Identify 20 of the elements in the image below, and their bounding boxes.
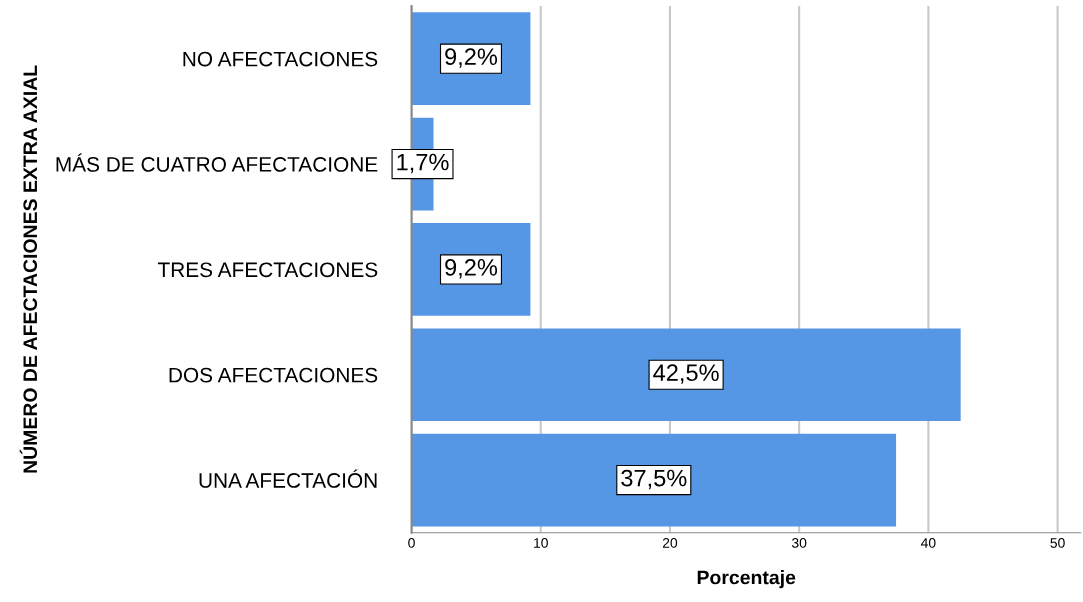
data-label: 37,5% [621, 469, 687, 490]
x-tick-label: 0 [408, 538, 415, 548]
data-label: 42,5% [653, 364, 719, 384]
x-tick-label: 10 [534, 538, 548, 548]
x-tick-label: 20 [662, 538, 678, 548]
data-label: 9,2% [445, 48, 498, 68]
y-tick-label: MÁS DE CUATRO AFECTACIONE [56, 153, 378, 172]
bar [411, 433, 897, 527]
x-tick-label: 30 [791, 538, 807, 548]
y-tick-label: DOS AFECTACIONES [169, 367, 378, 383]
bar [411, 328, 961, 422]
y-tick-label: UNA AFECTACIÓN [199, 469, 377, 488]
x-tick-label: 50 [1050, 538, 1065, 548]
data-label: 1,7% [397, 153, 449, 174]
x-tick-label: 40 [920, 538, 936, 548]
data-label: 9,2% [445, 259, 498, 279]
x-axis-title: Porcentaje [697, 570, 796, 589]
y-tick-label: NO AFECTACIONES [183, 51, 378, 67]
y-axis-title: NÚMERO DE AFECTACIONES EXTRA AXIAL [19, 65, 38, 473]
y-tick-label: TRES AFECTACIONES [157, 262, 378, 278]
